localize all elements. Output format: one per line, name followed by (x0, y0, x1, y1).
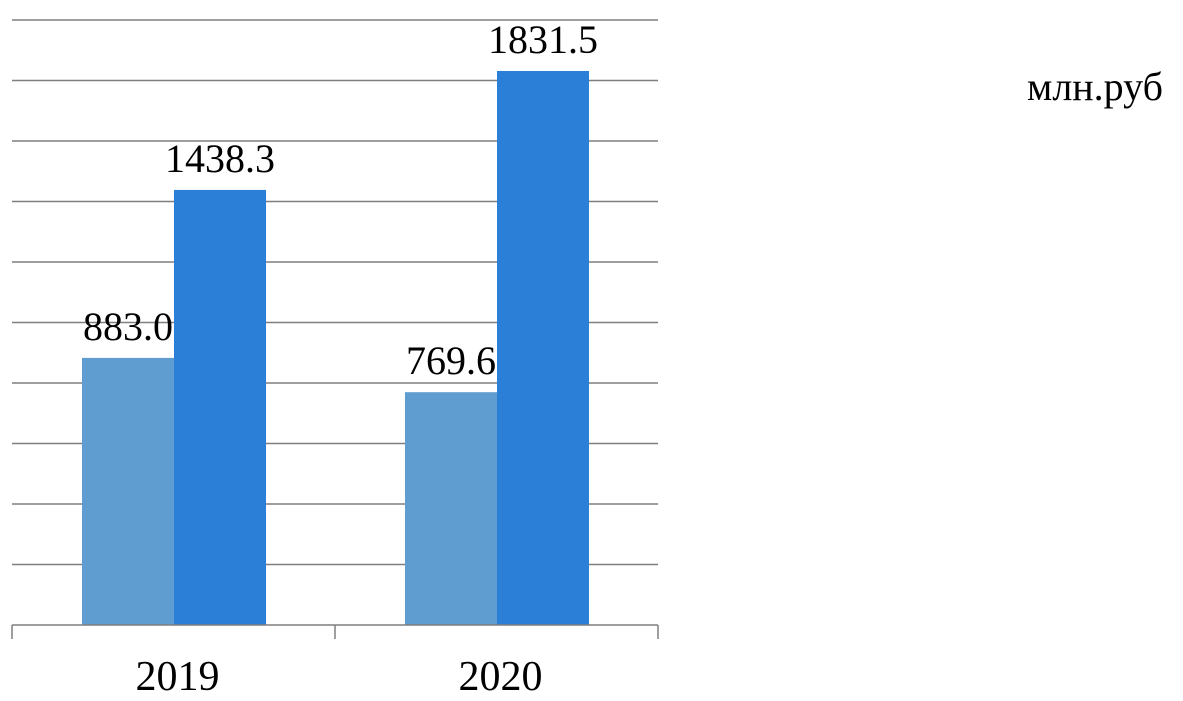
data-labels: 883.0 769.6 1438.3 1831.5 (83, 17, 598, 383)
bar-2019-series-1 (82, 357, 174, 625)
data-label-2019-series-2: 1438.3 (165, 136, 275, 181)
bars (82, 70, 589, 625)
data-label-2019-series-1: 883.0 (83, 304, 173, 349)
x-tick-label-2019: 2019 (136, 654, 220, 696)
unit-label: млн.руб (1027, 64, 1163, 109)
x-axis: 2019 2020 (11, 624, 659, 700)
bar-2020-series-1 (405, 392, 497, 625)
bar-2020-series-2 (497, 70, 589, 625)
data-label-2020-series-1: 769.6 (406, 338, 496, 383)
data-label-2020-series-2: 1831.5 (488, 17, 598, 62)
x-tick-label-2020: 2020 (459, 654, 543, 696)
bar-2019-series-2 (174, 189, 266, 625)
